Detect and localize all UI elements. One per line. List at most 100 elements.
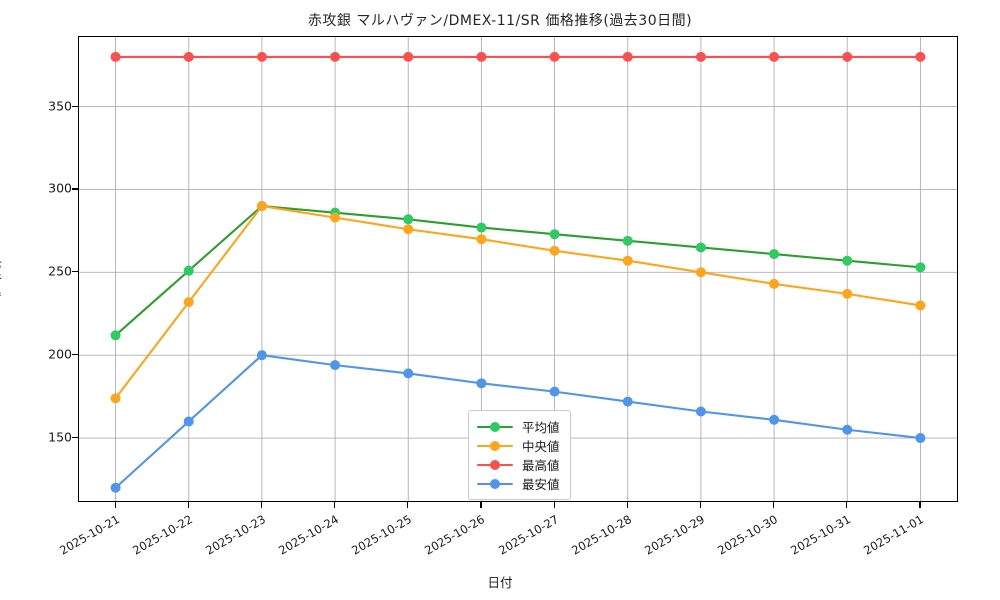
- data-point: [330, 51, 341, 62]
- x-axis-tick-mark: [260, 502, 262, 508]
- data-point: [476, 51, 487, 62]
- legend-item-3[interactable]: 最高値: [477, 455, 560, 474]
- data-point: [915, 262, 926, 273]
- data-point: [622, 396, 633, 407]
- x-axis-tick-label: 2025-10-24: [276, 512, 342, 558]
- series-2: [110, 201, 926, 404]
- x-axis-tick-mark: [334, 502, 336, 508]
- x-axis-tick-mark: [773, 502, 775, 508]
- x-axis-tick-mark: [407, 502, 409, 508]
- x-axis-tick-label: 2025-10-26: [422, 512, 488, 558]
- data-point: [915, 51, 926, 62]
- x-axis-tick-label: 2025-10-25: [349, 512, 415, 558]
- x-axis-tick-label: 2025-10-27: [495, 512, 561, 558]
- data-point: [769, 51, 780, 62]
- x-axis-label: 日付: [487, 575, 513, 590]
- x-axis-tick-mark: [699, 502, 701, 508]
- y-axis-tick-mark: [72, 271, 78, 273]
- series-1: [110, 201, 926, 341]
- x-axis-tick-mark: [919, 502, 921, 508]
- data-point: [549, 51, 560, 62]
- data-point: [110, 393, 121, 404]
- data-point: [110, 51, 121, 62]
- x-axis-tick-label: 2025-10-31: [788, 512, 854, 558]
- x-axis-tick-label: 2025-10-29: [642, 512, 707, 558]
- plot-area: [78, 36, 958, 502]
- x-axis-tick-label: 2025-10-21: [56, 512, 122, 558]
- legend-item-4[interactable]: 最安値: [477, 474, 560, 493]
- data-point: [769, 278, 780, 289]
- y-axis-tick-mark: [72, 188, 78, 190]
- x-axis-tick-mark: [187, 502, 189, 508]
- series-3: [110, 51, 926, 62]
- data-point: [549, 386, 560, 397]
- data-point: [183, 297, 194, 308]
- series-line: [114, 204, 922, 337]
- data-point: [695, 242, 706, 253]
- data-point: [476, 234, 487, 245]
- y-axis-tick-mark: [72, 105, 78, 107]
- legend-marker-dot: [490, 440, 500, 451]
- data-point: [476, 378, 487, 389]
- data-point: [549, 245, 560, 256]
- data-point: [110, 330, 121, 341]
- legend-label: 最高値: [522, 458, 560, 473]
- y-axis-tick-label: 200: [48, 346, 72, 362]
- data-point: [256, 51, 267, 62]
- data-point: [183, 51, 194, 62]
- legend-label: 平均値: [522, 420, 560, 435]
- x-axis-tick-label: 2025-10-22: [129, 512, 195, 558]
- data-point: [842, 51, 853, 62]
- legend-swatch-icon: [477, 458, 513, 472]
- data-point: [695, 51, 706, 62]
- chart-canvas: [79, 37, 957, 501]
- chart-title: 赤攻銀 マルハヴァン/DMEX-11/SR 価格推移(過去30日間): [307, 13, 693, 29]
- legend-label: 中央値: [522, 439, 560, 454]
- data-point: [403, 214, 414, 225]
- y-axis-tick-label: 350: [48, 98, 72, 114]
- legend-item-2[interactable]: 中央値: [477, 436, 560, 455]
- data-point: [110, 482, 121, 493]
- y-axis-tick-label: 150: [48, 429, 72, 445]
- y-axis-tick-mark: [72, 354, 78, 356]
- legend-swatch-icon: [477, 420, 513, 434]
- data-point: [695, 267, 706, 278]
- data-point: [330, 212, 341, 223]
- data-point: [842, 288, 853, 299]
- data-point: [842, 255, 853, 266]
- data-point: [256, 350, 267, 361]
- data-point: [549, 229, 560, 240]
- data-point: [183, 416, 194, 427]
- data-point: [915, 300, 926, 311]
- data-point: [256, 201, 267, 212]
- data-point: [403, 224, 414, 235]
- y-axis-tick-mark: [72, 437, 78, 439]
- data-point: [403, 51, 414, 62]
- y-axis-tick-label: 300: [48, 180, 72, 196]
- x-axis-tick-mark: [553, 502, 555, 508]
- y-axis-label: 値 (円): [0, 259, 3, 298]
- data-point: [622, 255, 633, 266]
- data-point: [622, 51, 633, 62]
- legend-marker-dot: [490, 421, 500, 432]
- legend-item-1[interactable]: 平均値: [477, 417, 560, 436]
- data-point: [622, 235, 633, 246]
- x-axis-tick-label: 2025-10-23: [203, 512, 268, 558]
- data-point: [695, 406, 706, 417]
- series-4: [110, 350, 926, 493]
- data-point: [769, 249, 780, 260]
- x-axis-tick-mark: [626, 502, 628, 508]
- data-point: [842, 424, 853, 435]
- chart-legend: 平均値中央値最高値 最安値: [468, 410, 571, 500]
- data-point: [915, 433, 926, 444]
- data-point: [769, 414, 780, 425]
- series-line: [114, 204, 922, 400]
- x-axis-tick-label: 2025-11-01: [861, 512, 927, 558]
- legend-marker-dot: [490, 459, 500, 470]
- data-point: [476, 222, 487, 233]
- legend-swatch-icon: [477, 477, 513, 491]
- x-axis-tick-label: 2025-10-30: [715, 512, 781, 558]
- x-axis-tick-mark: [846, 502, 848, 508]
- data-point: [330, 360, 341, 371]
